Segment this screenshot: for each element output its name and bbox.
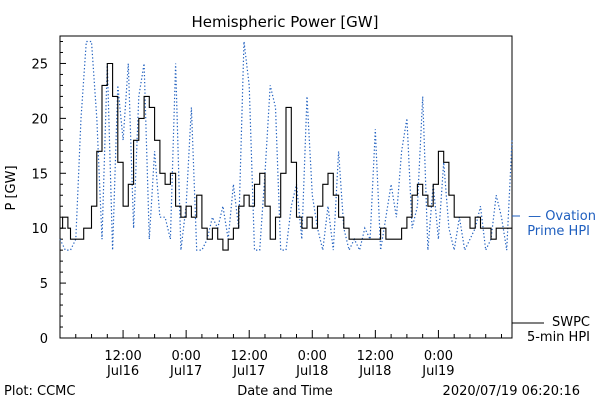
x-tick-label-date: Jul17: [232, 364, 265, 379]
y-tick-label: 25: [31, 57, 48, 72]
plot-timestamp: 2020/07/19 06:20:16: [443, 384, 580, 399]
y-tick-label: 20: [31, 112, 48, 127]
x-axis-label: Date and Time: [237, 384, 333, 399]
y-tick-label: 15: [31, 167, 48, 182]
legend-swpc-line2: 5-min HPI: [527, 330, 590, 345]
x-tick-label-date: Jul16: [106, 364, 139, 379]
y-tick-label: 10: [31, 222, 48, 237]
x-tick-label-time: 12:00: [357, 349, 394, 364]
x-tick-label-date: Jul18: [295, 364, 328, 379]
legend-ovation-line1: — Ovation: [528, 209, 596, 224]
y-tick-label: 0: [40, 332, 48, 347]
chart-title: Hemispheric Power [GW]: [192, 13, 379, 31]
x-tick-label-date: Jul17: [169, 364, 202, 379]
y-axis: 0 5 10 15 20 25: [31, 40, 66, 347]
x-tick-label-date: Jul18: [358, 364, 391, 379]
y-tick-label: 5: [40, 277, 48, 292]
x-tick-label-time: 0:00: [424, 349, 453, 364]
legend-ovation-line2: Prime HPI: [527, 224, 590, 239]
x-tick-label-date: Jul19: [421, 364, 454, 379]
x-tick-label-time: 12:00: [104, 349, 141, 364]
legend-swpc-line1: SWPC: [552, 315, 590, 330]
x-axis: 12:00Jul160:00Jul1712:00Jul170:00Jul1812…: [59, 330, 502, 379]
y-axis-label: P [GW]: [4, 165, 19, 210]
x-tick-label-time: 0:00: [172, 349, 201, 364]
plot-source-label: Plot: CCMC: [4, 384, 75, 399]
series-line-swpc-hpi: [60, 62, 512, 251]
series-layer: [59, 40, 513, 253]
series-line-ovation-prime-hpi: [59, 40, 513, 253]
plot-frame: [59, 35, 513, 339]
x-tick-label-time: 0:00: [298, 349, 327, 364]
x-tick-label-time: 12:00: [230, 349, 267, 364]
